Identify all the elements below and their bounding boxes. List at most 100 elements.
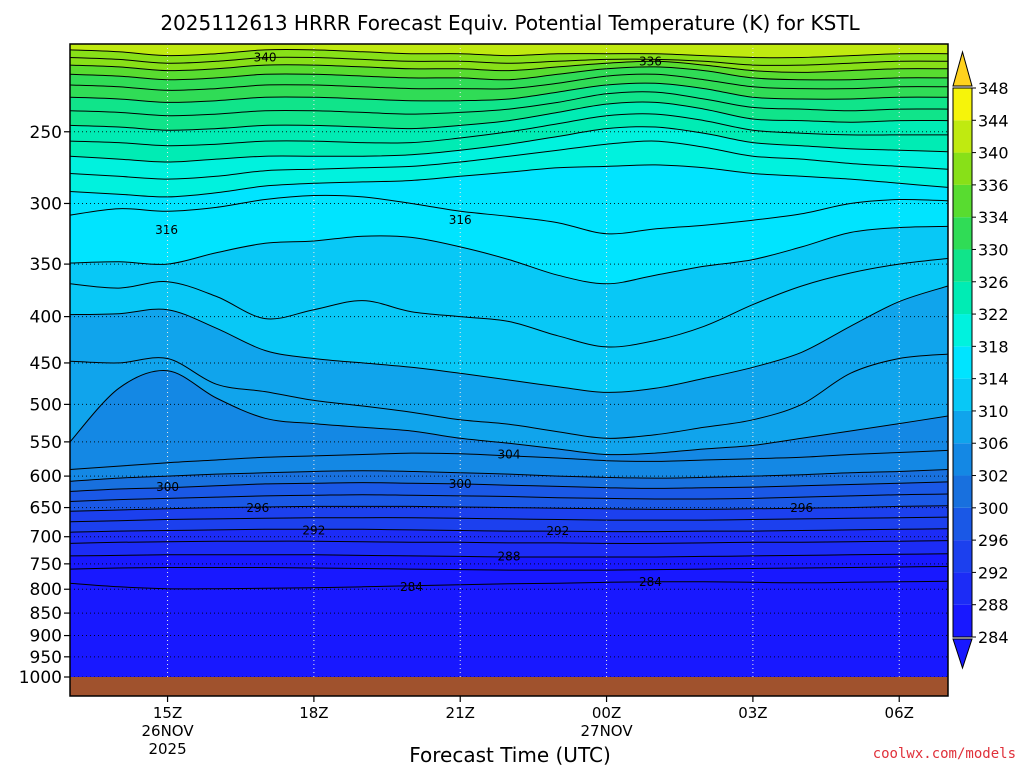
colorbar-swatch-292 xyxy=(953,540,972,573)
colorbar-label-306: 306 xyxy=(978,434,1009,453)
colorbar-swatch-330 xyxy=(953,217,972,250)
x-tick-label-00Z: 00Z xyxy=(592,704,621,722)
contour-308 xyxy=(70,353,948,439)
colorbar-swatch-334 xyxy=(953,184,972,218)
terrain-band xyxy=(70,677,948,696)
contour-label-296: 296 xyxy=(246,501,269,515)
watermark: coolwx.com/models xyxy=(873,746,1016,762)
colorbar-label-292: 292 xyxy=(978,563,1009,582)
colorbar-swatch-318 xyxy=(953,314,972,347)
contour-label-292: 292 xyxy=(546,524,569,538)
contour-320 xyxy=(70,140,948,180)
contour-label-300: 300 xyxy=(156,480,179,494)
y-axis: 250 300 350 400 450 500 550 600 650 700 750 800 850 9… xyxy=(19,123,70,688)
colorbar-label-318: 318 xyxy=(978,337,1009,356)
colorbar-swatch-302 xyxy=(953,443,972,476)
contour-label-316: 316 xyxy=(155,223,178,237)
contour-label-340: 340 xyxy=(254,51,277,65)
fill-band-340 xyxy=(70,44,948,58)
contour-296 xyxy=(70,505,948,512)
colorbar-label-334: 334 xyxy=(978,208,1009,227)
colorbar: 284 288 292 296 300 302 306 310 314 318 322 326 330 3… xyxy=(952,50,1009,670)
contour-310 xyxy=(70,285,948,393)
contour-292 xyxy=(70,528,948,533)
colorbar-label-302: 302 xyxy=(978,467,1009,486)
colorbar-label-344: 344 xyxy=(978,111,1009,130)
colorbar-swatch-340 xyxy=(953,120,972,153)
contour-284 xyxy=(70,580,948,590)
x-tick-label-18Z: 18Z xyxy=(299,704,328,722)
contour-label-284: 284 xyxy=(639,575,662,589)
y-tick-label-350: 350 xyxy=(30,255,62,275)
contour-294 xyxy=(70,516,948,523)
contour-label-336: 336 xyxy=(639,54,662,68)
y-tick-label-750: 750 xyxy=(30,555,62,575)
plot-frame xyxy=(69,43,949,697)
y-tick-label-400: 400 xyxy=(30,308,62,328)
colorbar-label-288: 288 xyxy=(978,596,1009,615)
chart-title: 2025112613 HRRR Forecast Equiv. Potentia… xyxy=(160,11,860,35)
colorbar-swatch-288 xyxy=(953,572,972,605)
y-tick-label-450: 450 xyxy=(30,354,62,374)
colorbar-swatch-296 xyxy=(953,507,972,541)
contour-322 xyxy=(70,126,948,163)
y-tick-label-850: 850 xyxy=(30,604,62,624)
contour-label-292: 292 xyxy=(302,523,325,537)
x-tick-label-21Z: 21Z xyxy=(446,704,475,722)
colorbar-swatch-336 xyxy=(953,152,972,185)
colorbar-frame xyxy=(952,87,973,638)
x-tick-label-06Z: 06Z xyxy=(885,704,914,722)
contour-298 xyxy=(70,493,948,502)
contour-290 xyxy=(70,540,948,544)
colorbar-swatch-314 xyxy=(953,346,972,379)
ground xyxy=(70,677,948,696)
contour-300 xyxy=(70,481,948,492)
y-tick-label-600: 600 xyxy=(30,467,62,487)
colorbar-swatch-300 xyxy=(953,475,972,508)
y-tick-label-900: 900 xyxy=(30,627,62,647)
contour-326 xyxy=(70,101,948,131)
x-tick-sublabel-00Z: 27NOV xyxy=(580,722,633,740)
x-axis-title: Forecast Time (UTC) xyxy=(409,743,611,767)
colorbar-swatch-284 xyxy=(953,604,972,637)
contour-306 xyxy=(70,370,948,456)
colorbar-label-330: 330 xyxy=(978,240,1009,259)
colorbar-label-314: 314 xyxy=(978,370,1009,389)
contour-label-284: 284 xyxy=(400,580,423,594)
colorbar-label-296: 296 xyxy=(978,531,1009,550)
contour-340 xyxy=(70,48,948,59)
contour-fills xyxy=(70,44,948,677)
colorbar-swatch-322 xyxy=(953,281,972,315)
contour-labels: 340 336 316 316 304 300 300 296 296 292 292 288 284 2… xyxy=(155,51,813,594)
contour-324 xyxy=(70,113,948,147)
contour-316 xyxy=(70,194,948,235)
contour-304 xyxy=(70,449,948,470)
contour-lines xyxy=(70,48,948,590)
contour-302 xyxy=(70,469,948,482)
contour-label-300: 300 xyxy=(449,477,472,491)
y-tick-label-250: 250 xyxy=(30,123,62,143)
contour-286 xyxy=(70,566,948,571)
y-tick-label-800: 800 xyxy=(30,580,62,600)
x-tick-label-03Z: 03Z xyxy=(738,704,767,722)
colorbar-label-326: 326 xyxy=(978,273,1009,292)
colorbar-label-336: 336 xyxy=(978,176,1009,195)
contour-318 xyxy=(70,164,948,198)
contour-338 xyxy=(70,56,948,66)
colorbar-min-arrow xyxy=(952,638,973,670)
y-tick-label-550: 550 xyxy=(30,433,62,453)
colorbar-label-310: 310 xyxy=(978,402,1009,421)
colorbar-label-300: 300 xyxy=(978,499,1009,518)
contour-312 xyxy=(70,257,948,348)
colorbar-swatch-310 xyxy=(953,378,972,411)
contour-label-316: 316 xyxy=(449,213,472,227)
contour-314 xyxy=(70,225,948,285)
grid xyxy=(70,44,948,678)
y-tick-label-1000: 1000 xyxy=(19,668,62,688)
contour-336 xyxy=(70,60,948,73)
contour-label-288: 288 xyxy=(498,549,521,563)
y-tick-label-700: 700 xyxy=(30,528,62,548)
contour-332 xyxy=(70,73,948,91)
